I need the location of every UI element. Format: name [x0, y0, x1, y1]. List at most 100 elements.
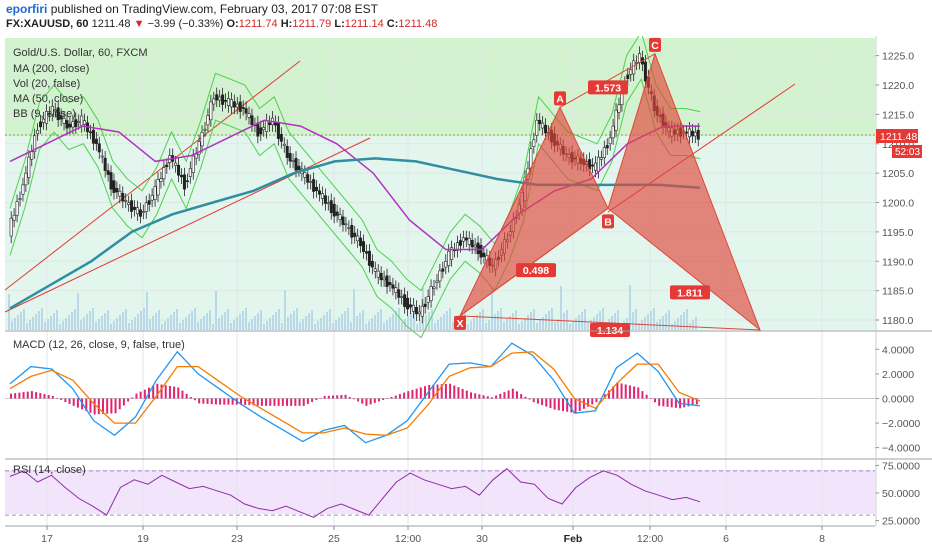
candle-body [182, 174, 186, 190]
volume-bar [77, 293, 79, 330]
volume-bar [272, 315, 274, 330]
candle-body [235, 103, 239, 108]
candle-body [687, 128, 691, 138]
volume-bar [536, 323, 538, 330]
candle-body [385, 275, 389, 287]
candle-body [215, 94, 219, 101]
volume-bar [257, 313, 259, 330]
author-link[interactable]: eporfiri [6, 2, 48, 16]
macd-histogram-bar [633, 386, 636, 399]
ratio-abc[interactable]: 1.573 [588, 80, 628, 95]
chart-canvas[interactable]: X A B C 0.498 1.573 1.811 1.134 17 19 23 25 12:00 30… [0, 36, 932, 550]
macd-histogram-bar [252, 398, 255, 406]
macd-histogram-bar [474, 393, 477, 399]
candle-body [350, 225, 354, 238]
macd-histogram-bar [574, 398, 577, 414]
macd-histogram-bar [118, 398, 121, 410]
point-b[interactable]: B [602, 214, 614, 229]
macd-histogram-bar [570, 398, 573, 413]
candle-body [53, 109, 57, 112]
macd-pane[interactable] [5, 342, 875, 444]
candle-body [276, 122, 280, 139]
point-c-box [649, 37, 661, 52]
volume-bar [323, 315, 325, 330]
publish-line: eporfiri published on TradingView.com, F… [6, 2, 378, 16]
close-label: C: [386, 18, 399, 30]
macd-histogram-bar [210, 398, 213, 405]
macd-histogram-bar [127, 398, 130, 402]
macd-histogram-bar [223, 398, 226, 405]
volume-bar [92, 308, 94, 330]
ratio-bcd[interactable]: 1.811 [670, 285, 710, 300]
candle-body [426, 296, 430, 303]
ratio-xd[interactable]: 1.134 [590, 323, 630, 337]
pattern-bcd[interactable] [607, 52, 762, 332]
rsi-pane[interactable] [9, 468, 701, 518]
point-a-box [554, 91, 566, 106]
macd-histogram-bar [227, 398, 230, 405]
macd-histogram-bar [265, 398, 268, 406]
volume-bar [95, 322, 97, 330]
ratio-bcd-box [670, 285, 710, 300]
macd-histogram-bar [453, 385, 456, 399]
volume-bar [38, 311, 40, 330]
macd-histogram-bar [18, 392, 21, 399]
ratio-xab[interactable]: 0.498 [516, 263, 556, 278]
candle-body [118, 190, 122, 197]
volume-bar [326, 312, 328, 330]
macd-histogram-bar [470, 392, 472, 399]
volume-bar [338, 317, 340, 330]
macd-histogram-bar [566, 398, 569, 412]
macd-histogram-bar [298, 398, 301, 406]
volume-bar [206, 313, 208, 330]
macd-histogram-bar [281, 398, 284, 406]
candle-body [238, 101, 242, 112]
candle-body [226, 98, 230, 106]
macd-histogram-bar [256, 398, 259, 406]
point-x[interactable]: X [454, 315, 466, 330]
macd-histogram-bar [411, 389, 414, 399]
macd-histogram-bar [511, 388, 514, 399]
volume-bar [116, 318, 118, 330]
volume-bar [74, 309, 76, 330]
volume-bar [44, 322, 46, 330]
macd-histogram-bar [612, 386, 615, 399]
volume-bar [137, 314, 139, 330]
volume-bar [482, 309, 484, 330]
volume-bar [335, 320, 337, 330]
candle-body [44, 111, 48, 124]
volume-bar [644, 317, 646, 330]
volume-bar [680, 315, 682, 330]
point-a-text: A [556, 93, 564, 105]
macd-histogram-bar [323, 396, 326, 399]
macd-histogram-bar [302, 398, 305, 406]
point-a[interactable]: A [554, 91, 566, 106]
bb-upper [9, 36, 701, 292]
candle-body [247, 113, 251, 118]
volume-bar [377, 312, 379, 330]
candle-body [388, 282, 392, 286]
macd-histogram-bar [398, 394, 401, 399]
candle-body [338, 214, 342, 220]
candle-body [411, 304, 415, 312]
candle-body [476, 242, 480, 255]
macd-histogram-bar [76, 398, 79, 408]
macd-tick-label: −2.0000 [882, 418, 920, 430]
candle-body [150, 195, 154, 201]
candle-body [68, 123, 72, 128]
harmonic-pattern[interactable]: X A B C 0.498 1.573 1.811 1.134 [454, 37, 762, 337]
candle-body [306, 174, 310, 183]
candle-body [109, 172, 113, 190]
volume-bar [656, 322, 658, 330]
candle-body [282, 143, 286, 146]
rsi-band [5, 470, 875, 514]
candle-body [39, 121, 43, 128]
candle-body [141, 211, 145, 213]
point-c[interactable]: C [649, 37, 661, 52]
candle-body [30, 151, 34, 160]
candle-body [91, 129, 95, 144]
candle-body [112, 180, 116, 193]
candle-body [241, 107, 245, 109]
volume-bar [212, 324, 214, 330]
volume-bar [107, 310, 109, 330]
